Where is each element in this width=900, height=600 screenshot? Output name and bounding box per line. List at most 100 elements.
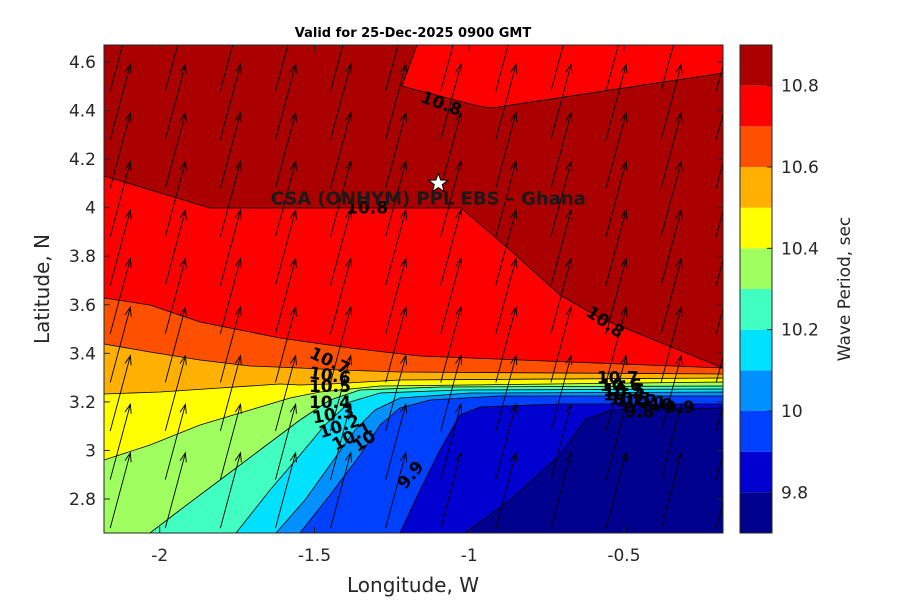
wave-arrow-head [124, 63, 132, 74]
wave-arrow [495, 355, 517, 432]
colorbar-swatch [740, 451, 772, 493]
wave-arrow-head [565, 305, 573, 317]
wave-arrow-head [179, 208, 187, 220]
wave-arrow-head [344, 257, 352, 269]
colorbar-swatch [740, 45, 772, 86]
colorbar-tick-label: 10.8 [781, 77, 819, 97]
colorbar-swatch [740, 207, 772, 249]
wave-arrow-head [510, 451, 518, 463]
contour-label: 10 [649, 395, 673, 415]
wave-arrow [605, 258, 627, 335]
wave-arrow-head [234, 451, 242, 463]
wave-arrow [605, 355, 627, 432]
wave-arrow-head [565, 257, 573, 269]
wave-arrow [164, 258, 186, 335]
y-tick-label: 3.4 [69, 344, 96, 364]
x-axis-ticks: -2 -1.5 -1 -0.5 [151, 45, 641, 566]
contour-label: 10.3 [609, 389, 651, 409]
wave-arrow [440, 355, 462, 432]
wave-arrow-head [344, 354, 352, 366]
wave-arrow [219, 404, 241, 480]
wave-arrow [550, 452, 572, 529]
wave-arrow [109, 307, 131, 383]
wave-arrow [660, 112, 682, 189]
wave-arrow-head [731, 356, 737, 366]
wave-arrow-head [455, 208, 463, 220]
wave-arrow [330, 209, 352, 286]
wave-arrow [715, 63, 723, 92]
contour-label: 10.1 [625, 393, 667, 413]
wave-arrow [275, 45, 289, 92]
wave-arrow-head [620, 111, 628, 123]
wave-arrow-head [179, 111, 187, 123]
wave-arrow-head [455, 160, 463, 172]
wave-arrow [109, 404, 131, 480]
wave-arrow [109, 112, 131, 189]
wave-arrow [164, 307, 186, 383]
wave-arrow [660, 161, 682, 237]
wave-arrow [550, 404, 572, 480]
contour-label: 10.2 [615, 392, 657, 412]
wave-arrow [385, 355, 407, 432]
wave-arrow-head [675, 257, 683, 269]
wave-arrow [385, 45, 399, 92]
wave-arrow [385, 404, 407, 480]
wave-arrow [495, 258, 517, 335]
wave-arrow-head [455, 111, 463, 123]
wave-arrow [440, 112, 462, 189]
wave-arrow-head [510, 305, 518, 317]
wave-direction-arrows [109, 0, 737, 529]
wave-arrow-head [400, 63, 408, 74]
band-10-7-upper [401, 45, 723, 109]
wave-arrow-head [731, 404, 737, 414]
colorbar-ticks: 9.8 10 10.2 10.4 10.6 10.8 [767, 77, 819, 503]
colorbar-swatch [740, 370, 772, 411]
wave-arrow [715, 500, 723, 529]
wave-arrow-head [675, 160, 683, 172]
wave-arrow-head [124, 208, 132, 220]
wave-arrow-head [511, 16, 517, 26]
contour-labels: 10.810.810.810.710.610.510.410.310.210.1… [306, 88, 694, 494]
wave-arrow [715, 258, 723, 286]
wave-arrow-head [124, 160, 132, 172]
colorbar-frame [739, 44, 773, 534]
wave-arrow-head [455, 354, 463, 366]
wave-arrow [440, 161, 462, 237]
x-tick-label: -1 [461, 546, 478, 566]
wave-arrow-head [235, 16, 241, 26]
contour-label: 10.4 [603, 386, 645, 406]
band-9-7 [464, 407, 723, 533]
wave-arrow-head [180, 16, 186, 26]
wave-arrow [440, 209, 462, 286]
wave-arrow [660, 45, 674, 92]
wave-arrow-head [124, 402, 132, 414]
wave-arrow-head [289, 111, 297, 123]
y-tick-label: 3 [85, 441, 96, 461]
wave-arrow [275, 161, 297, 237]
wave-arrow [330, 452, 352, 529]
wave-arrow-head [344, 208, 352, 220]
wave-arrow-head [456, 16, 462, 26]
wave-arrow-head [620, 451, 628, 463]
wave-arrow-head [731, 453, 737, 463]
wave-arrow-head [731, 16, 737, 26]
wave-arrow [715, 452, 723, 480]
wave-arrow [440, 404, 462, 480]
wave-arrow-head [179, 160, 187, 172]
wave-arrow [164, 209, 186, 286]
wave-arrow [605, 64, 627, 140]
wave-arrow [275, 64, 297, 140]
wave-arrow [165, 0, 185, 43]
wave-arrow [164, 404, 186, 480]
x-tick-label: -2 [151, 546, 168, 566]
y-tick-label: 2.8 [69, 490, 96, 510]
wave-arrow [385, 258, 407, 335]
wave-arrow [109, 452, 131, 529]
colorbar-swatch [740, 248, 772, 289]
x-axis-label: Longitude, W [347, 573, 479, 597]
wave-arrow-head [344, 63, 352, 74]
wave-arrow [606, 0, 626, 43]
wave-arrow [164, 112, 186, 189]
wave-arrow [605, 161, 627, 237]
wave-arrow-head [455, 451, 463, 463]
